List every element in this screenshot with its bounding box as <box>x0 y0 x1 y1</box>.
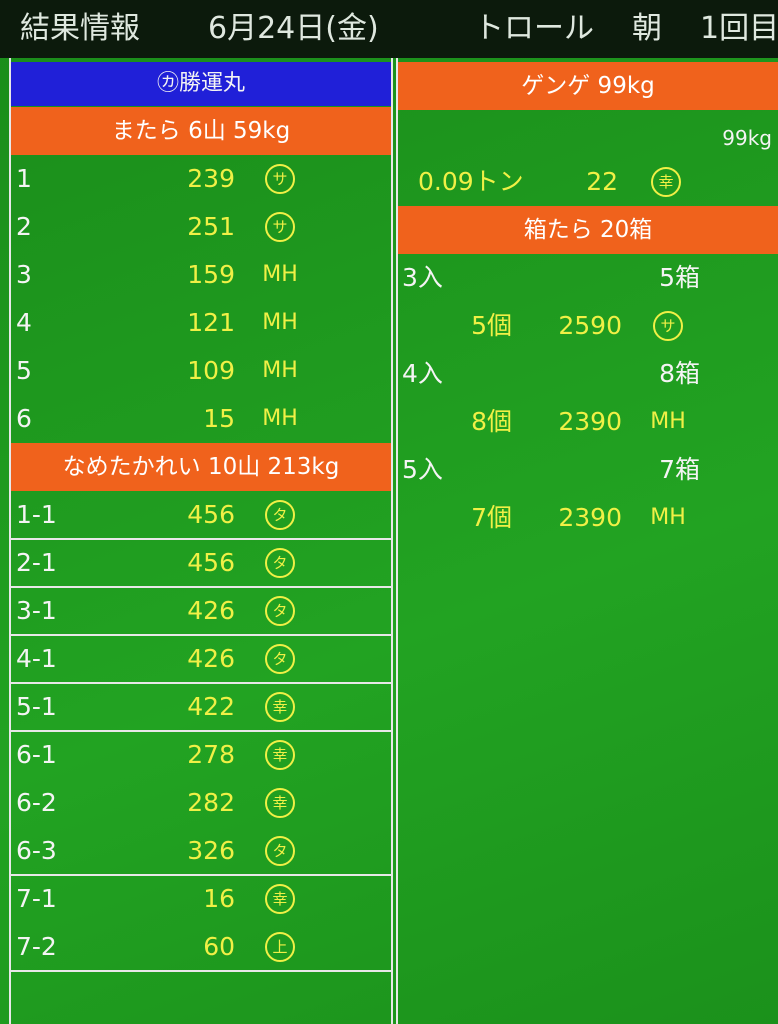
price: 109 <box>187 356 235 385</box>
row-line <box>11 586 391 588</box>
count: 7個 <box>471 503 512 532</box>
buyer: タ <box>265 644 295 674</box>
buyer: タ <box>265 500 295 530</box>
buyer: タ <box>265 836 295 866</box>
price: 16 <box>203 884 235 913</box>
row-line <box>11 874 391 876</box>
lot-no: 7-1 <box>16 884 57 913</box>
buyer: サ <box>265 164 295 194</box>
lot-no: 6-1 <box>16 740 57 769</box>
buyer: タ <box>265 596 295 626</box>
price: 239 <box>187 164 235 193</box>
section-heading: またら 6山 59kg <box>11 107 391 155</box>
lot-no: 6-2 <box>16 788 57 817</box>
lot-no: 3-1 <box>16 596 57 625</box>
irisu: 5入 <box>402 455 443 484</box>
price: 2390 <box>558 503 622 532</box>
divider <box>396 58 398 1024</box>
count: 5個 <box>471 311 512 340</box>
price: 426 <box>187 644 235 673</box>
title-part: トロール <box>474 11 594 46</box>
buyer: タ <box>265 548 295 578</box>
price: 456 <box>187 548 235 577</box>
amount: 0.09トン <box>418 167 524 196</box>
lot-no: 4-1 <box>16 644 57 673</box>
row-line <box>11 730 391 732</box>
irisu: 3入 <box>402 263 443 292</box>
buyer: 幸 <box>265 740 295 770</box>
lot-no: 5-1 <box>16 692 57 721</box>
divider <box>9 58 11 1024</box>
price: 2590 <box>558 311 622 340</box>
buyer: 幸 <box>265 884 295 914</box>
buyer: 幸 <box>265 692 295 722</box>
lot-no: 1-1 <box>16 500 57 529</box>
title-part: 結果情報 <box>20 11 140 46</box>
price: 121 <box>187 308 235 337</box>
buyer: サ <box>265 212 295 242</box>
buyer: MH <box>262 358 298 383</box>
buyer: MH <box>262 310 298 335</box>
price: 15 <box>203 404 235 433</box>
buyer: 幸 <box>651 167 681 197</box>
price: 278 <box>187 740 235 769</box>
price: 2390 <box>558 407 622 436</box>
boat-bar <box>11 62 391 106</box>
boat-name: ㋕勝運丸 <box>156 71 245 96</box>
row-line <box>11 634 391 636</box>
weight: 99kg <box>722 126 772 150</box>
price: 426 <box>187 596 235 625</box>
lot-no: 2 <box>16 212 32 241</box>
price: 422 <box>187 692 235 721</box>
row-line <box>11 538 391 540</box>
buyer: サ <box>653 311 683 341</box>
lot-no: 3 <box>16 260 32 289</box>
row-line <box>11 970 391 972</box>
irisu: 4入 <box>402 359 443 388</box>
lot-no: 6 <box>16 404 32 433</box>
row-line <box>11 682 391 684</box>
section-heading: 箱たら 20箱 <box>398 206 778 254</box>
title-part: 朝 <box>632 11 662 46</box>
buyer: 上 <box>265 932 295 962</box>
buyer: MH <box>650 409 686 434</box>
lot-no: 6-3 <box>16 836 57 865</box>
price: 456 <box>187 500 235 529</box>
lot-no: 5 <box>16 356 32 385</box>
price: 60 <box>203 932 235 961</box>
lot-no: 7-2 <box>16 932 57 961</box>
lot-no: 1 <box>16 164 32 193</box>
lot-no: 2-1 <box>16 548 57 577</box>
count: 8個 <box>471 407 512 436</box>
title-part: 1回目 <box>700 11 778 46</box>
price: 326 <box>187 836 235 865</box>
buyer: 幸 <box>265 788 295 818</box>
price: 251 <box>187 212 235 241</box>
title-bar <box>0 0 778 58</box>
divider <box>391 58 393 1024</box>
buyer: MH <box>650 505 686 530</box>
title-part: 6月24日(金) <box>208 11 379 46</box>
buyer: MH <box>262 406 298 431</box>
boxes: 8箱 <box>659 359 700 388</box>
section-heading: なめたかれい 10山 213kg <box>11 443 391 491</box>
boxes: 5箱 <box>659 263 700 292</box>
price: 282 <box>187 788 235 817</box>
price: 22 <box>586 167 618 196</box>
section-heading: ゲンゲ 99kg <box>398 62 778 110</box>
price: 159 <box>187 260 235 289</box>
boxes: 7箱 <box>659 455 700 484</box>
buyer: MH <box>262 262 298 287</box>
lot-no: 4 <box>16 308 32 337</box>
